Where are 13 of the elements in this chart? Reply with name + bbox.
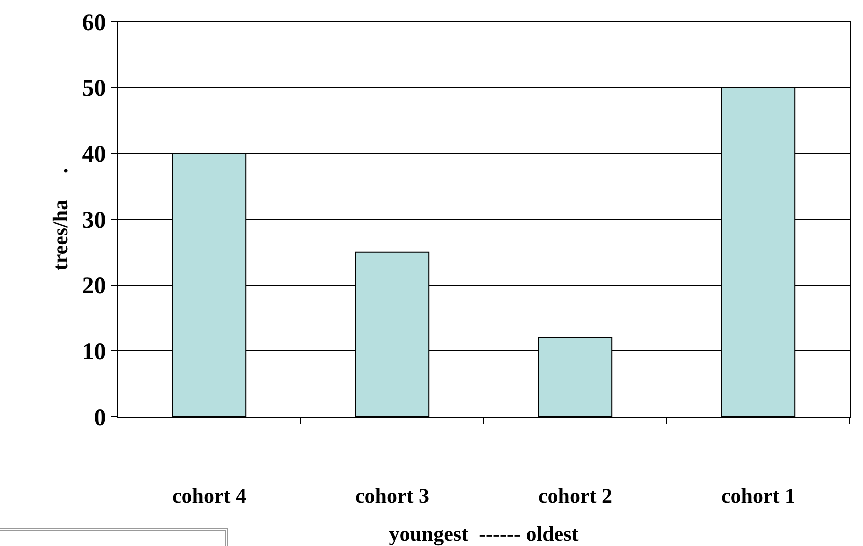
- y-tick-label: 40: [82, 142, 106, 168]
- x-tick-label: cohort 2: [538, 484, 613, 508]
- x-tick-label: cohort 4: [172, 484, 248, 508]
- y-axis-title: trees/ha .: [48, 168, 72, 271]
- y-tick-label: 30: [82, 208, 106, 234]
- y-tick-label: 20: [82, 274, 106, 300]
- x-axis-title: youngest ------ oldest: [389, 522, 579, 546]
- x-tick-label: cohort 1: [721, 484, 796, 508]
- x-tick-label: cohort 3: [355, 484, 430, 508]
- y-tick-label: 50: [82, 76, 106, 102]
- y-tick-label: 60: [82, 10, 106, 36]
- y-tick-label: 10: [82, 340, 106, 366]
- y-tick-label: 0: [94, 405, 106, 432]
